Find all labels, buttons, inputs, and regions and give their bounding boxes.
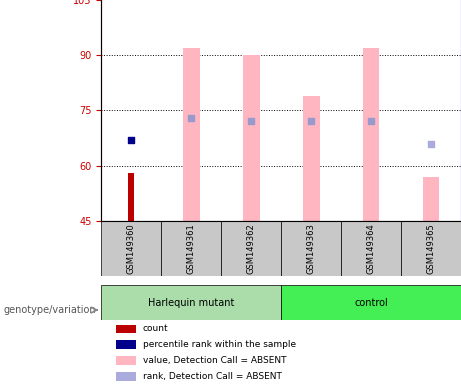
Bar <box>161 221 221 276</box>
Text: GSM149360: GSM149360 <box>127 223 136 274</box>
Bar <box>363 48 379 221</box>
Point <box>248 118 255 124</box>
Text: value, Detection Call = ABSENT: value, Detection Call = ABSENT <box>143 356 286 365</box>
Text: Harlequin mutant: Harlequin mutant <box>148 298 235 308</box>
Text: GSM149364: GSM149364 <box>366 223 376 274</box>
Point <box>128 137 135 143</box>
Bar <box>221 221 281 276</box>
Bar <box>183 48 200 221</box>
Text: GSM149361: GSM149361 <box>187 223 196 274</box>
Text: GSM149365: GSM149365 <box>426 223 436 274</box>
Bar <box>281 221 341 276</box>
Text: count: count <box>143 324 168 333</box>
Text: rank, Detection Call = ABSENT: rank, Detection Call = ABSENT <box>143 372 282 381</box>
Bar <box>423 177 439 221</box>
Point <box>307 118 315 124</box>
Bar <box>116 341 136 349</box>
Text: GSM149363: GSM149363 <box>307 223 316 275</box>
Point <box>427 141 435 147</box>
Bar <box>401 221 461 276</box>
Bar <box>243 55 260 221</box>
Bar <box>116 324 136 333</box>
Point <box>188 115 195 121</box>
Bar <box>128 173 135 221</box>
Text: control: control <box>354 298 388 308</box>
Bar <box>116 372 136 381</box>
Bar <box>303 96 319 221</box>
Text: percentile rank within the sample: percentile rank within the sample <box>143 340 296 349</box>
Point <box>367 118 375 124</box>
Text: genotype/variation: genotype/variation <box>4 305 96 315</box>
Bar <box>341 221 401 276</box>
Bar <box>101 285 281 320</box>
Text: GSM149362: GSM149362 <box>247 223 256 274</box>
Bar <box>281 285 461 320</box>
Bar <box>101 221 161 276</box>
Bar <box>116 356 136 364</box>
